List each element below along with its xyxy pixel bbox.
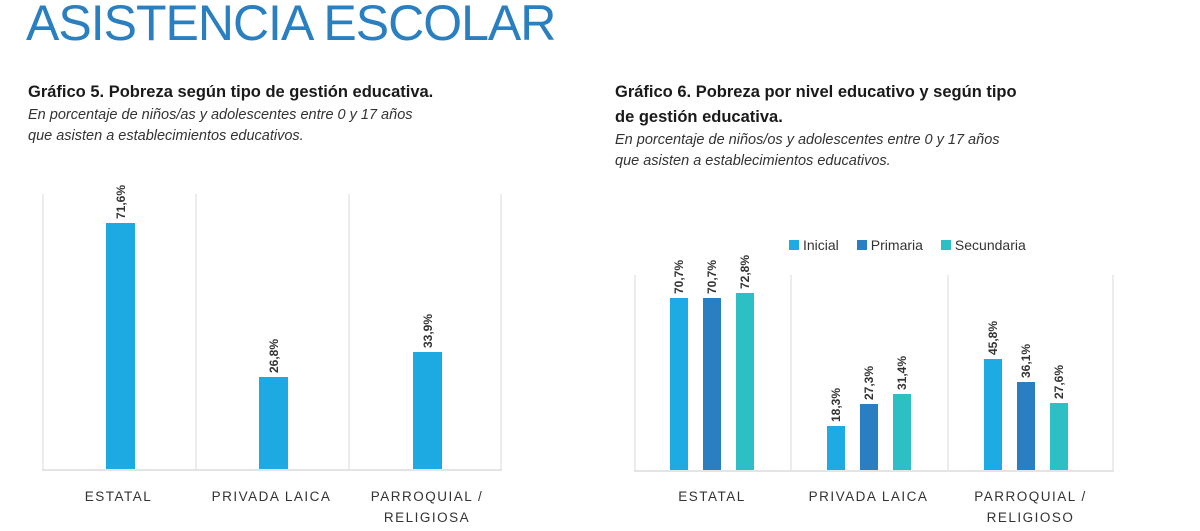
data-label: 70,7%: [672, 260, 686, 295]
data-label: 70,7%: [705, 260, 719, 295]
chart6-title-line2: de gestión educativa.: [615, 108, 783, 126]
data-label: 26,8%: [266, 338, 281, 373]
data-label: 27,3%: [862, 365, 876, 400]
data-label: 31,4%: [895, 355, 909, 390]
legend-item-primaria: Primaria: [856, 237, 923, 253]
chart6-bar-secundaria: [893, 393, 911, 470]
data-label: 33,9%: [420, 314, 435, 349]
chart6-bar-primaria: [703, 298, 721, 470]
chart6-title-line1: Gráfico 6. Pobreza por nivel educativo y…: [615, 83, 1017, 101]
legend-swatch-icon: [789, 240, 799, 250]
legend-swatch-icon: [940, 240, 951, 250]
chart5-subtitle-line1: En porcentaje de niños/as y adolescentes…: [28, 107, 413, 123]
chart5-panel-privada-laica: [195, 194, 348, 469]
data-label: 72,8%: [738, 255, 752, 290]
data-label: 27,6%: [1052, 364, 1066, 399]
chart6-category-label: ESTATAL: [678, 489, 746, 504]
chart5-category-label: PRIVADA LAICA: [211, 489, 332, 504]
data-label: 71,6%: [113, 184, 128, 219]
chart6-bar-inicial: [827, 425, 845, 470]
chart6-bar-inicial: [670, 298, 688, 470]
chart6-panel-parroquial: [947, 275, 1114, 470]
chart6-bar-secundaria: [736, 293, 754, 470]
chart5-panel-parroquial: [348, 194, 502, 469]
chart5-subtitle-line2: que asisten a establecimientos educativo…: [28, 128, 304, 144]
chart5-category-label: ESTATAL: [84, 489, 153, 504]
chart6-panel-estatal: [634, 275, 790, 470]
legend-swatch-icon: [856, 240, 867, 250]
chart6-bar-inicial: [984, 358, 1002, 470]
chart6-category-label: PRIVADA LAICA: [808, 489, 929, 504]
legend-item-inicial: Inicial: [789, 237, 839, 253]
chart5-bar: [106, 222, 135, 469]
chart6-subtitle-line2: que asisten a establecimientos educativo…: [615, 153, 891, 169]
chart6-subtitle-line1: En porcentaje de niños/os y adolescentes…: [615, 132, 1000, 148]
page-title: ASISTENCIA ESCOLAR: [26, 0, 556, 51]
chart6-category-label: PARROQUIAL / RELIGIOSO: [974, 489, 1087, 525]
chart6-legend: Inicial Primaria Secundaria: [789, 237, 1026, 253]
chart6-panel-privada-laica: [790, 275, 947, 470]
chart6-plot-area: 70,7% 18,3% 45,8% 70,7% 27,3% 36,1% 72,8% 31,4%…: [634, 255, 1114, 472]
chart5-heading: Gráfico 5. Pobreza según tipo de gestión…: [28, 80, 433, 147]
chart6-bar-primaria: [1017, 382, 1035, 470]
chart5-bar: [413, 352, 442, 469]
chart6-heading: Gráfico 6. Pobreza por nivel educativo y…: [615, 80, 1017, 172]
chart5-title: Gráfico 5. Pobreza según tipo de gestión…: [28, 83, 434, 101]
legend-item-secundaria: Secundaria: [940, 237, 1026, 253]
chart6-bar-secundaria: [1050, 402, 1068, 470]
chart5-plot-area: 71,6% 26,8% 33,9%: [42, 185, 502, 471]
data-label: 18,3%: [829, 387, 843, 422]
chart5-category-label: PARROQUIAL / RELIGIOSA: [370, 489, 484, 525]
chart5-bar: [259, 376, 288, 469]
data-label: 45,8%: [986, 320, 1000, 355]
chart5-panel-estatal: [42, 194, 195, 469]
data-label: 36,1%: [1019, 344, 1033, 379]
chart6-bar-primaria: [860, 403, 878, 470]
